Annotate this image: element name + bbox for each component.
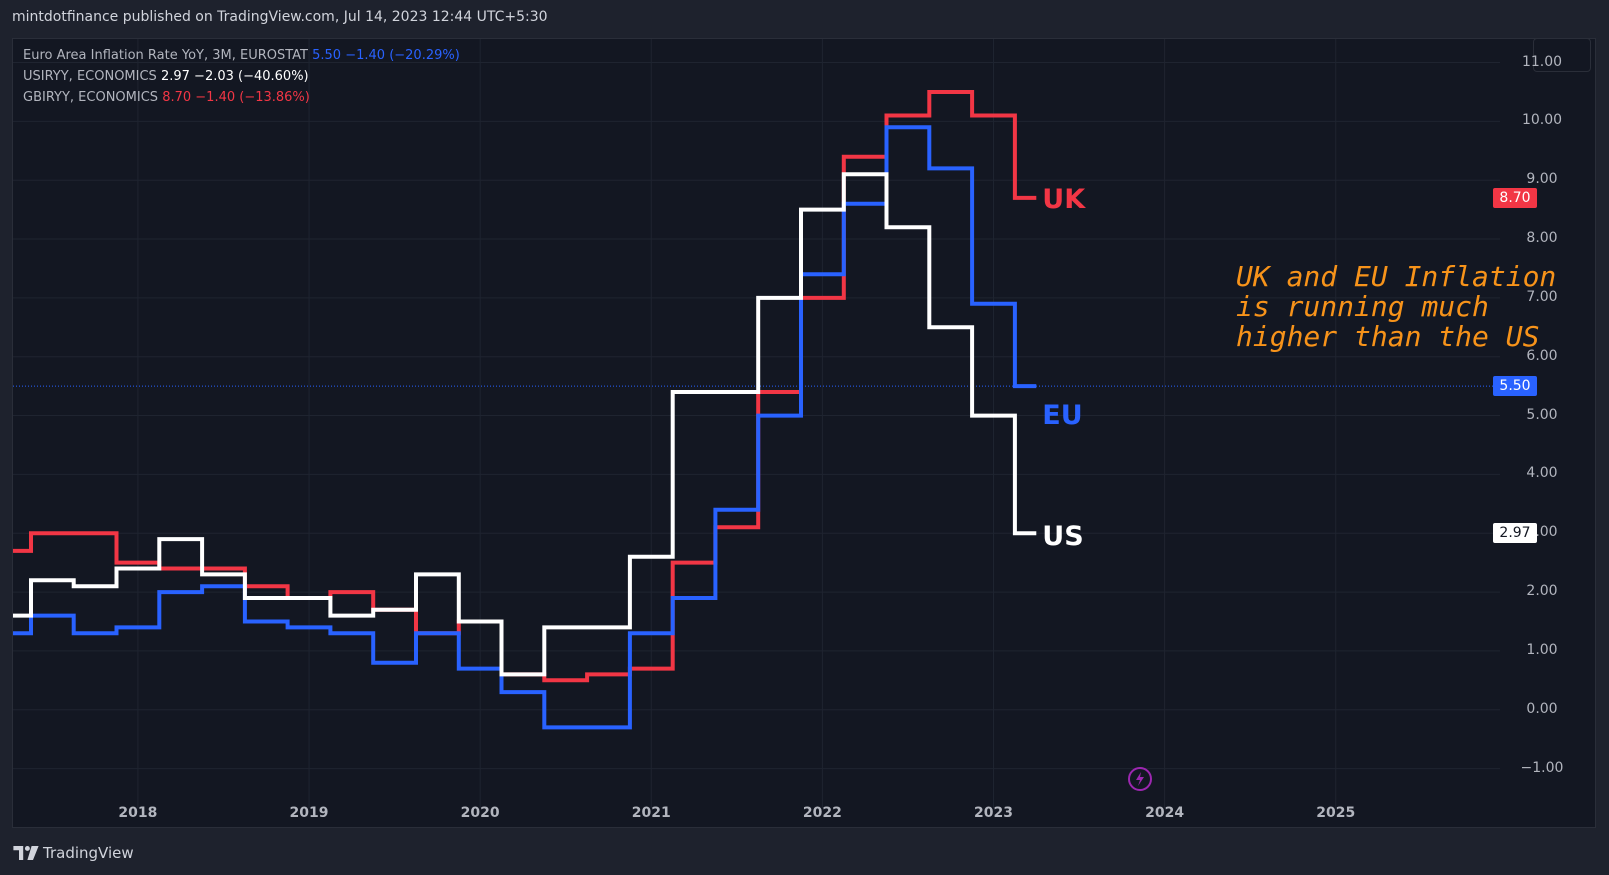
publisher-info: mintdotfinance published on TradingView.… — [12, 9, 548, 25]
price-badge-eu: 5.50 — [1493, 376, 1537, 397]
tradingview-logo-icon — [13, 846, 39, 860]
legend-us-change: −2.03 (−40.60%) — [194, 69, 309, 84]
legend-eu-name: Euro Area Inflation Rate YoY, 3M, EUROST… — [23, 48, 308, 63]
chart-annotation: UK and EU Inflation is running much high… — [1236, 262, 1566, 352]
y-tick-label: 10.00 — [1521, 112, 1563, 129]
legend-uk-change: −1.40 (−13.86%) — [195, 90, 310, 105]
y-tick-label: 4.00 — [1526, 465, 1558, 482]
chart-legend: Euro Area Inflation Rate YoY, 3M, EUROST… — [23, 45, 460, 108]
x-tick-label: 2020 — [460, 805, 500, 821]
chart-settings-button[interactable] — [1533, 38, 1591, 72]
legend-us-name: USIRYY, ECONOMICS — [23, 69, 157, 84]
y-tick-label: 1.00 — [1526, 641, 1558, 658]
legend-uk-name: GBIRYY, ECONOMICS — [23, 90, 159, 105]
annotation-line-3: higher than the US — [1236, 320, 1540, 353]
x-tick-label: 2023 — [974, 805, 1013, 821]
price-badge-uk: 8.70 — [1493, 187, 1537, 208]
tradingview-logo[interactable]: TradingView — [13, 844, 134, 862]
y-tick-label: 2.00 — [1526, 583, 1558, 600]
chart-area[interactable] — [12, 38, 1596, 828]
footer — [0, 828, 1609, 875]
legend-row-eu[interactable]: Euro Area Inflation Rate YoY, 3M, EUROST… — [23, 45, 460, 66]
legend-row-uk[interactable]: GBIRYY, ECONOMICS 8.70 −1.40 (−13.86%) — [23, 87, 460, 108]
x-tick-label: 2021 — [631, 805, 671, 821]
price-badge-us: 2.97 — [1493, 523, 1537, 544]
y-tick-label: 0.00 — [1526, 700, 1558, 717]
legend-eu-change: −1.40 (−20.29%) — [345, 48, 460, 63]
tradingview-brand: TradingView — [43, 844, 134, 862]
series-label-us: US — [1042, 521, 1084, 553]
legend-row-us[interactable]: USIRYY, ECONOMICS 2.97 −2.03 (−40.60%) — [23, 66, 460, 87]
y-tick-label: 8.00 — [1526, 230, 1558, 247]
y-tick-label: 7.00 — [1526, 288, 1558, 305]
legend-uk-value: 8.70 — [162, 90, 192, 105]
y-tick-label: 9.00 — [1526, 171, 1558, 188]
x-tick-label: 2019 — [289, 805, 329, 821]
series-label-eu: EU — [1042, 400, 1083, 432]
legend-us-value: 2.97 — [160, 69, 190, 84]
y-tick-label: 5.00 — [1526, 406, 1558, 423]
y-tick-label: 6.00 — [1526, 347, 1558, 364]
x-tick-label: 2022 — [802, 805, 842, 821]
y-tick-label: −1.00 — [1520, 759, 1564, 776]
publish-header: mintdotfinance published on TradingView.… — [0, 0, 1609, 38]
legend-eu-value: 5.50 — [312, 48, 342, 63]
y-tick-label: 11.00 — [1521, 53, 1563, 70]
annotation-line-1: UK and EU Inflation — [1236, 260, 1557, 293]
series-label-uk: UK — [1042, 183, 1086, 215]
lightning-icon[interactable] — [1127, 766, 1153, 792]
x-tick-label: 2024 — [1145, 805, 1185, 821]
x-tick-label: 2025 — [1316, 805, 1356, 821]
annotation-line-2: is running much — [1236, 290, 1489, 323]
x-tick-label: 2018 — [118, 805, 158, 821]
